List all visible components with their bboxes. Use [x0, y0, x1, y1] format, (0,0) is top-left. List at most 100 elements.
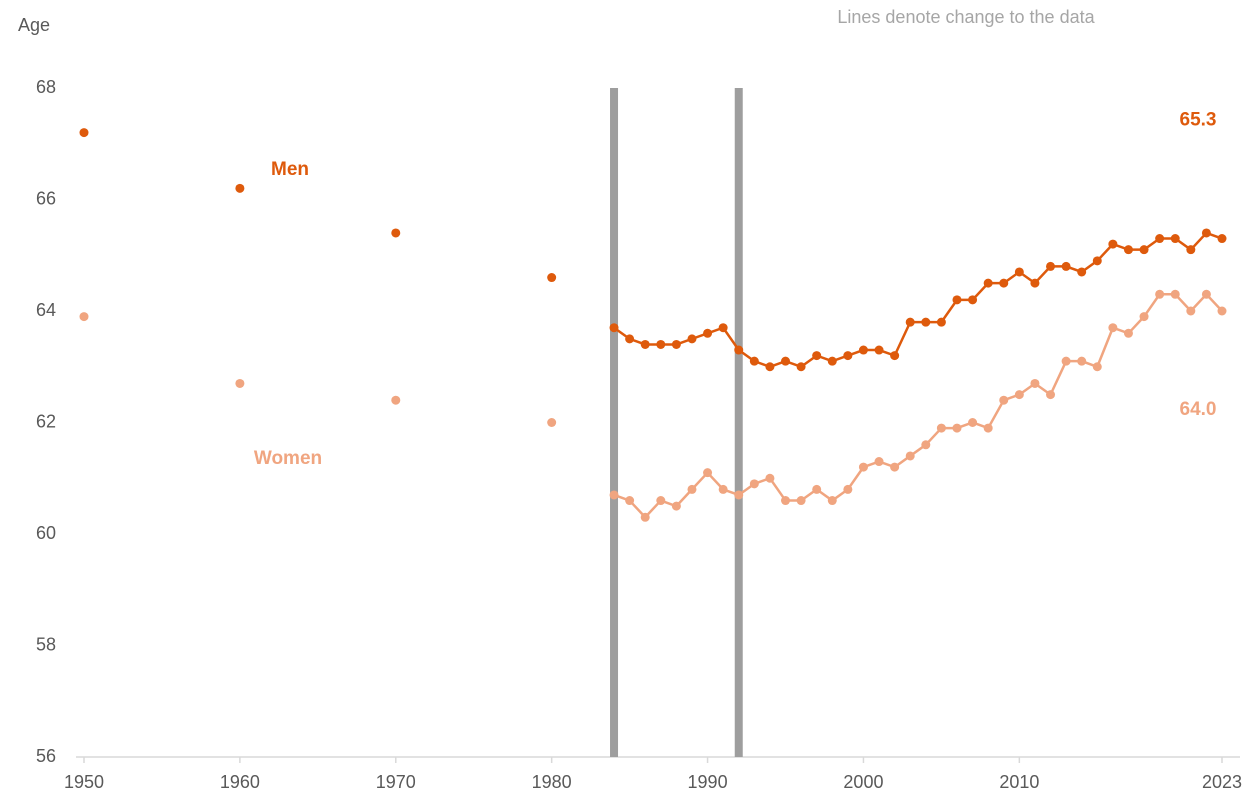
data-point — [1077, 356, 1087, 366]
y-tick-label: 62 — [36, 411, 56, 431]
data-point — [890, 462, 900, 472]
data-point — [609, 490, 619, 500]
data-point — [1186, 306, 1196, 316]
data-point — [1030, 378, 1040, 388]
data-point — [1217, 306, 1227, 316]
y-tick-label: 60 — [36, 523, 56, 543]
data-point — [1170, 234, 1180, 244]
data-point — [921, 317, 931, 327]
x-tick-label: 2023 — [1202, 772, 1242, 792]
data-point — [640, 512, 650, 522]
data-point — [905, 317, 915, 327]
x-tick-label: 2010 — [999, 772, 1039, 792]
data-point — [983, 423, 993, 433]
data-point — [1108, 239, 1118, 249]
data-point — [1155, 234, 1165, 244]
data-point — [1123, 245, 1133, 255]
data-point — [1046, 261, 1056, 271]
series-label: Women — [254, 448, 322, 469]
data-point — [1217, 234, 1227, 244]
data-point — [1201, 228, 1211, 238]
data-point — [1201, 289, 1211, 299]
data-point — [796, 496, 806, 506]
data-point — [718, 323, 728, 333]
note: Lines denote change to the data — [837, 7, 1095, 27]
y-axis-label: Age — [18, 15, 50, 35]
data-point — [1092, 256, 1102, 266]
data-point — [391, 395, 401, 405]
data-point — [625, 496, 635, 506]
y-tick-label: 56 — [36, 746, 56, 766]
x-tick-label: 1960 — [220, 772, 260, 792]
data-point — [968, 418, 978, 427]
data-point — [1170, 289, 1180, 299]
data-point — [1139, 245, 1149, 255]
data-point — [1030, 278, 1040, 288]
data-point — [765, 473, 775, 483]
data-point — [999, 395, 1009, 405]
data-point — [749, 479, 759, 489]
data-point — [936, 317, 946, 327]
data-point — [781, 356, 791, 366]
data-point — [1092, 362, 1102, 372]
data-point — [391, 228, 401, 238]
data-point — [765, 362, 775, 372]
data-point — [235, 183, 245, 193]
data-point — [1014, 390, 1024, 400]
data-point — [983, 278, 993, 288]
y-tick-label: 58 — [36, 634, 56, 654]
data-point — [656, 339, 666, 349]
data-point — [1061, 356, 1071, 366]
data-point — [734, 490, 744, 500]
data-point — [952, 423, 962, 433]
x-tick-label: 1990 — [688, 772, 728, 792]
data-point — [609, 323, 619, 333]
data-point — [812, 351, 822, 361]
data-point — [1139, 312, 1149, 322]
data-point — [1061, 261, 1071, 271]
data-point — [874, 345, 884, 355]
y-tick-label: 68 — [36, 77, 56, 97]
y-tick-label: 66 — [36, 188, 56, 208]
data-point — [936, 423, 946, 433]
data-point — [843, 351, 853, 361]
data-point — [1155, 289, 1165, 299]
data-point — [734, 345, 744, 355]
series-line — [613, 231, 1223, 369]
data-point — [1046, 390, 1056, 400]
data-point — [874, 457, 884, 467]
data-point — [827, 496, 837, 506]
x-tick-label: 2000 — [843, 772, 883, 792]
series-line — [613, 292, 1223, 520]
data-point — [671, 501, 681, 511]
data-point — [703, 328, 713, 338]
data-point — [79, 312, 89, 322]
x-tick-label: 1970 — [376, 772, 416, 792]
data-point — [827, 356, 837, 366]
data-point — [1014, 267, 1024, 277]
data-point — [625, 334, 635, 344]
data-point — [749, 356, 759, 366]
data-point — [1077, 267, 1087, 277]
data-point — [952, 295, 962, 305]
y-tick-label: 64 — [36, 300, 56, 320]
data-point — [890, 351, 900, 361]
data-point — [687, 334, 697, 344]
x-tick-label: 1950 — [64, 772, 104, 792]
data-point — [781, 496, 791, 506]
data-point — [999, 278, 1009, 288]
data-point — [640, 339, 650, 349]
data-point — [858, 462, 868, 472]
data-point — [547, 418, 557, 427]
data-point — [905, 451, 915, 461]
data-point — [968, 295, 978, 305]
data-point — [1123, 328, 1133, 338]
data-point — [796, 362, 806, 372]
x-tick-label: 1980 — [532, 772, 572, 792]
data-point — [921, 440, 931, 450]
data-point — [687, 484, 697, 494]
data-point — [843, 484, 853, 494]
data-point — [718, 484, 728, 494]
data-point — [858, 345, 868, 355]
